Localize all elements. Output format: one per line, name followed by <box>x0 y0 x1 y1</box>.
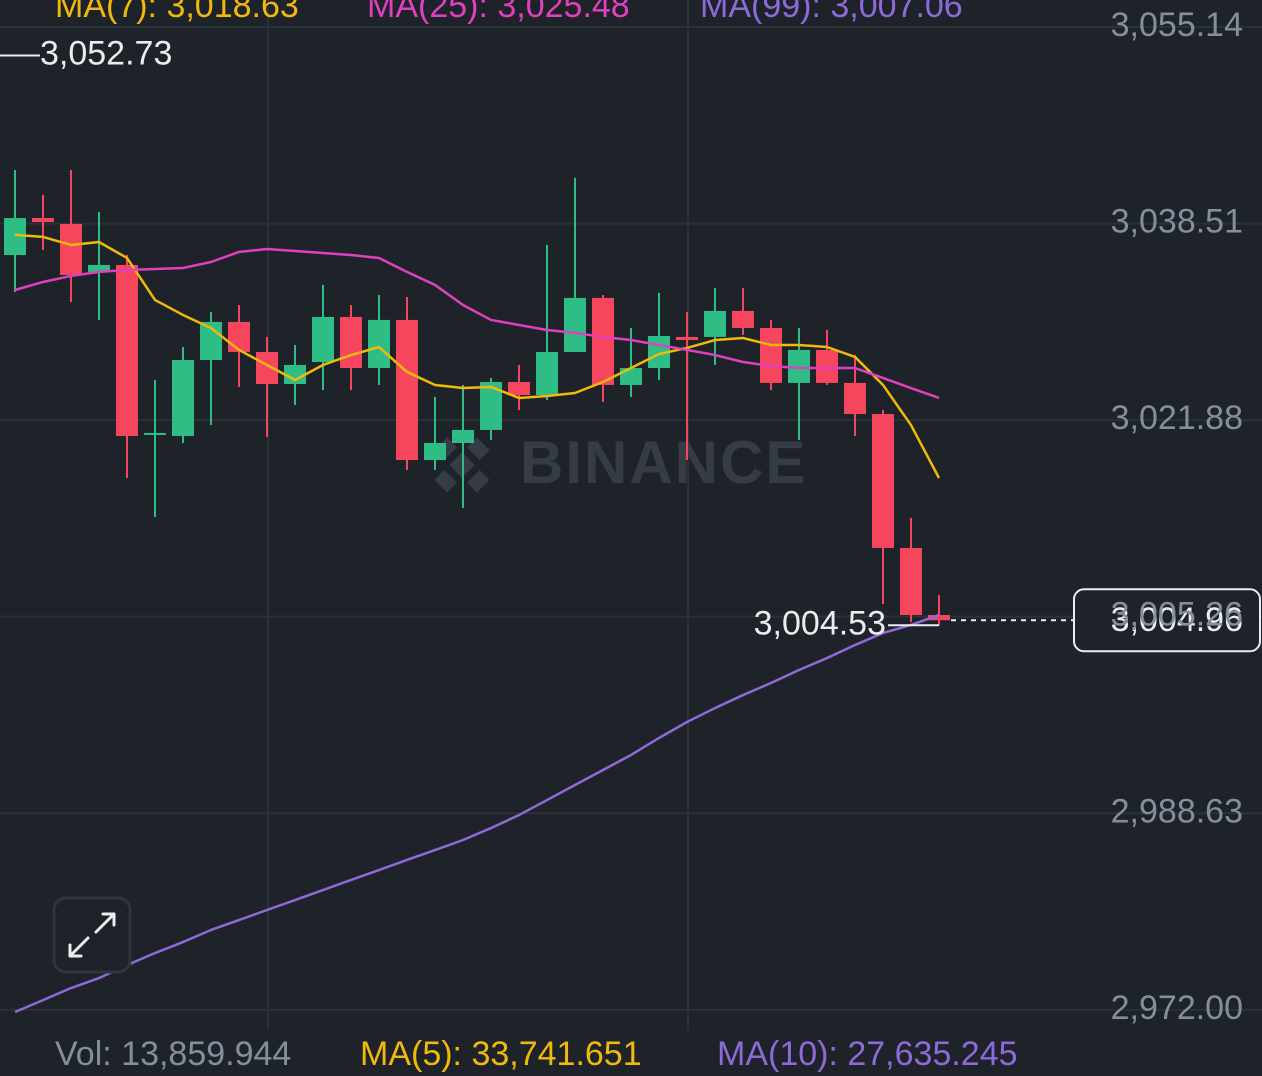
low-marker-label: 3,004.53 <box>754 604 886 642</box>
candle-body <box>564 297 586 352</box>
volume-legend-entry: MA(10): 27,635.245 <box>717 1035 1018 1073</box>
candle-body <box>760 327 782 383</box>
candle-body <box>508 381 530 395</box>
candle-body <box>396 319 418 461</box>
expand-button-box[interactable] <box>52 896 132 974</box>
candle-body <box>228 321 250 352</box>
legend-entry: MA(99): 3,007.06 <box>700 0 963 25</box>
legend-entry: MA(7): 3,018.63 <box>55 0 299 25</box>
candle-body <box>60 223 82 275</box>
last-price-label: 3,004.96 <box>1111 601 1243 639</box>
candle-body <box>340 316 362 369</box>
candle-body <box>900 547 922 616</box>
candle-body <box>144 432 166 435</box>
y-axis: 2,972.00 2,988.63 3,005.26 3,021.88 3,038.51… <box>1111 6 1243 1027</box>
y-tick-label: 3,055.14 <box>1111 6 1243 44</box>
y-tick-label: 2,972.00 <box>1111 989 1243 1027</box>
candle-body <box>620 368 642 385</box>
candle-body <box>704 310 726 337</box>
legend: MA(7): 3,018.63 MA(25): 3,025.48 MA(99): 3… <box>55 0 963 25</box>
candle-body <box>788 349 810 383</box>
candle-body <box>256 351 278 385</box>
candle-body <box>480 381 502 430</box>
legend-entry: MA(25): 3,025.48 <box>367 0 630 25</box>
candle-body <box>928 615 950 621</box>
candle-body <box>88 264 110 272</box>
last-price-box <box>1073 588 1261 653</box>
candle-body <box>116 264 138 437</box>
candle-body <box>844 382 866 415</box>
candle-body <box>452 429 474 443</box>
candle-body <box>172 360 194 437</box>
volume-legend-entry: MA(5): 33,741.651 <box>360 1035 642 1073</box>
y-tick-label: 3,021.88 <box>1111 399 1243 437</box>
candle-body <box>32 218 54 223</box>
candle-body <box>368 319 390 369</box>
candle-body <box>732 310 754 328</box>
candle-body <box>4 218 26 256</box>
volume-legend: Vol: 13,859.944 MA(5): 33,741.651 MA(10): … <box>55 1035 1018 1073</box>
ma-line <box>14 233 941 479</box>
ma-line <box>14 247 940 400</box>
y-tick-label: 3,038.51 <box>1111 203 1243 241</box>
ma-line <box>14 613 940 1014</box>
watermark: BINANCE <box>520 429 807 496</box>
volume-legend-entry: Vol: 13,859.944 <box>55 1035 291 1073</box>
y-tick-label: 3,005.26 <box>1111 596 1243 634</box>
high-marker-label: 3,052.73 <box>40 34 172 72</box>
candle-body <box>284 364 306 385</box>
expand-button[interactable] <box>52 896 132 974</box>
plot-area: 3,052.73 3,004.53 3,004.96 <box>0 34 1261 1014</box>
candle-body <box>592 297 614 385</box>
candle-body <box>676 336 698 341</box>
candle-body <box>424 442 446 461</box>
candle-body <box>872 414 894 548</box>
candle-body <box>312 316 334 363</box>
expand-icon[interactable] <box>68 912 116 958</box>
candle-body <box>536 351 558 395</box>
candle-body <box>816 349 838 383</box>
y-tick-label: 2,988.63 <box>1111 792 1243 830</box>
